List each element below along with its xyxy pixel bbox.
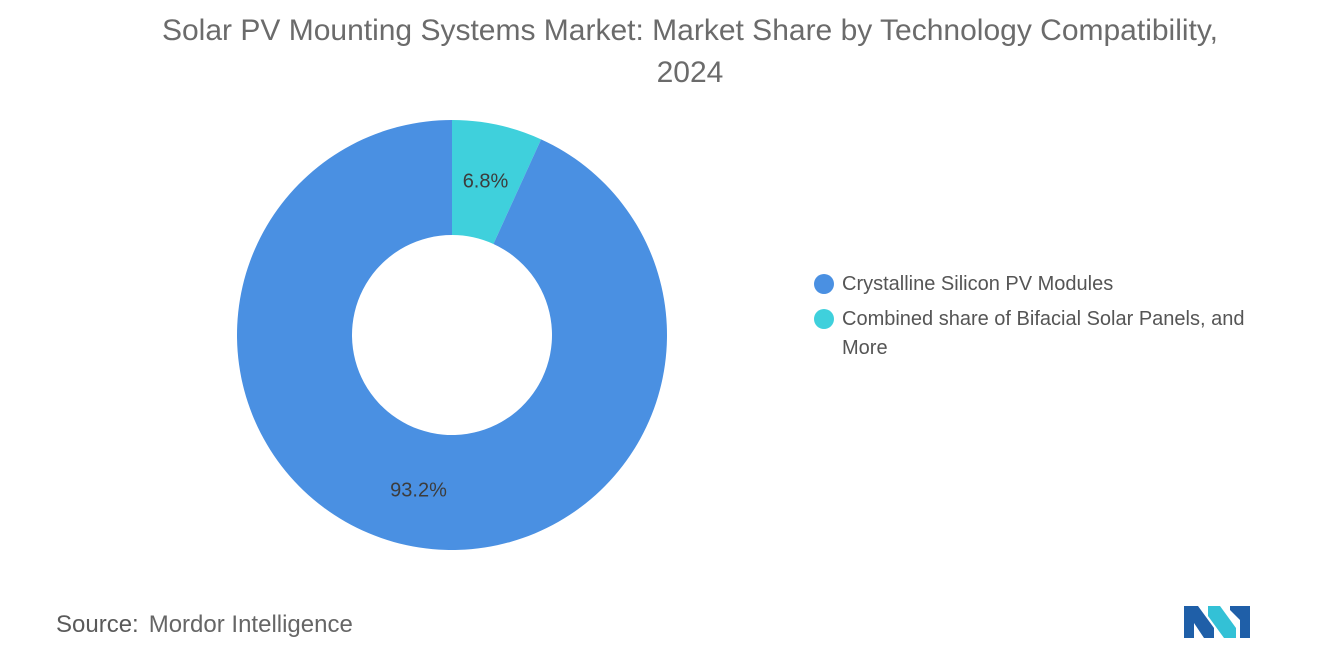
- data-label-crystalline-silicon: 93.2%: [390, 479, 447, 501]
- legend-label: Combined share of Bifacial Solar Panels,…: [842, 308, 1245, 359]
- data-label-bifacial-and-more: 6.8%: [463, 171, 509, 193]
- legend-swatch-bifacial-and-more: [814, 309, 834, 329]
- mordor-intelligence-logo-icon: [1184, 606, 1250, 638]
- source-prefix: Source:: [56, 611, 139, 638]
- source-name: Mordor Intelligence: [148, 611, 353, 638]
- chart-legend: Crystalline Silicon PV Modules Combined …: [814, 270, 1284, 369]
- legend-item-crystalline-silicon: Crystalline Silicon PV Modules: [814, 270, 1284, 299]
- donut-slice-bifacial-and-more: [452, 120, 542, 244]
- legend-item-bifacial-and-more: Combined share of Bifacial Solar Panels,…: [814, 305, 1284, 363]
- chart-title: Solar PV Mounting Systems Market: Market…: [161, 14, 1218, 89]
- source-note: Source: Mordor Intelligence: [56, 611, 353, 639]
- legend-label: Crystalline Silicon PV Modules: [842, 273, 1114, 295]
- legend-swatch-crystalline-silicon: [814, 274, 834, 294]
- donut-slice-crystalline-silicon: [237, 120, 668, 550]
